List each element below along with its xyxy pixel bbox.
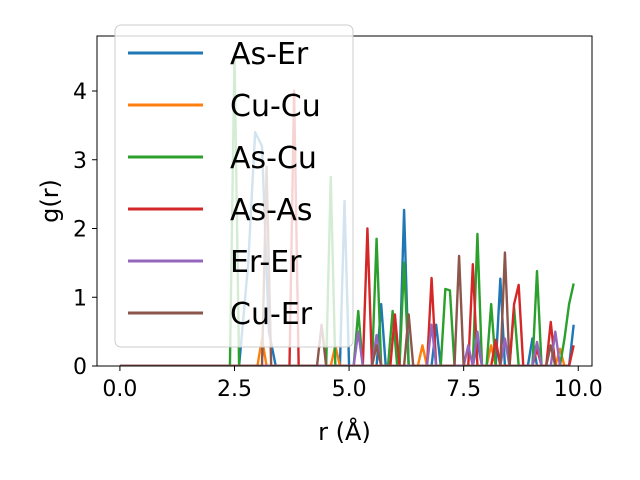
legend: As-Er Cu-Cu As-Cu As-As Er-Er Cu-Er (114, 24, 354, 348)
y-axis-ticks: 0 1 2 3 4 (73, 80, 97, 380)
series-line-er-er (119, 323, 562, 366)
legend-label: As-Cu (230, 141, 317, 176)
legend-label: Cu-Er (230, 297, 313, 332)
x-axis-label: r (Å) (318, 417, 371, 446)
x-axis-ticks: 0.0 2.5 5.0 7.5 10.0 (102, 366, 603, 402)
x-tick-label: 10.0 (554, 377, 603, 402)
series-line-cu-cu (119, 337, 566, 366)
y-tick-label: 2 (73, 218, 87, 243)
legend-label: Cu-Cu (230, 89, 321, 124)
y-tick-label: 1 (73, 286, 87, 311)
x-tick-label: 0.0 (102, 377, 137, 402)
series-line-as-as (119, 89, 575, 366)
x-tick-label: 5.0 (332, 377, 367, 402)
legend-label: As-As (230, 193, 312, 228)
series-line-cu-er (119, 165, 570, 366)
y-tick-label: 0 (73, 355, 87, 380)
y-tick-label: 3 (73, 149, 87, 174)
legend-label: Er-Er (230, 245, 302, 280)
y-axis-label: g(r) (36, 179, 64, 223)
legend-label: As-Er (230, 37, 309, 72)
x-tick-label: 7.5 (446, 377, 481, 402)
y-tick-label: 4 (73, 80, 87, 105)
x-tick-label: 2.5 (217, 377, 252, 402)
